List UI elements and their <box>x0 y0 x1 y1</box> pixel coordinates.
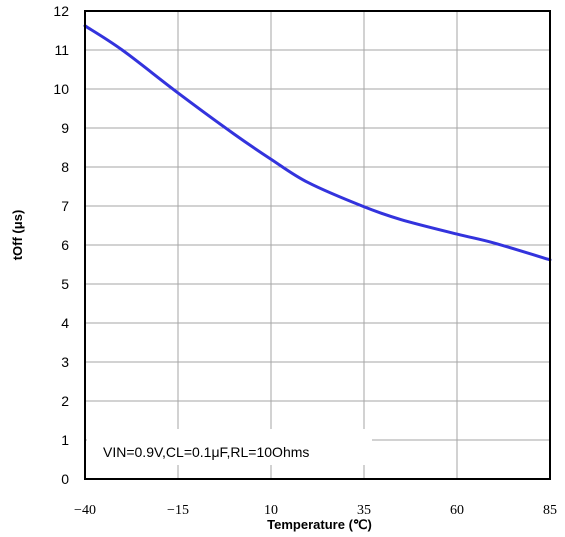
y-tick-label: 8 <box>61 159 69 175</box>
x-tick-label: −40 <box>74 503 96 518</box>
x-tick-label: 10 <box>264 503 278 518</box>
y-tick-label: 7 <box>61 198 69 214</box>
x-tick-label: 85 <box>543 503 557 518</box>
y-axis-title: tOff (μs) <box>10 210 25 261</box>
y-tick-label: 2 <box>61 393 69 409</box>
x-tick-label: 35 <box>357 503 371 518</box>
x-tick-label: 60 <box>450 503 464 518</box>
grid <box>84 10 551 480</box>
x-axis-title: Temperature (℃) <box>267 517 372 532</box>
x-tick-label: −15 <box>167 503 189 518</box>
series-line <box>83 24 552 262</box>
y-tick-label: 4 <box>61 315 69 331</box>
annotation-box <box>87 429 372 465</box>
y-tick-label: 11 <box>54 42 69 58</box>
y-tick-label: 9 <box>61 120 69 136</box>
series-lines <box>83 24 552 262</box>
annotation-text: VIN=0.9V,CL=0.1μF,RL=10Ohms <box>103 444 309 460</box>
y-tick-label: 3 <box>61 354 69 370</box>
y-tick-label: 1 <box>61 432 69 448</box>
y-tick-label: 12 <box>53 3 69 19</box>
y-tick-label: 10 <box>53 81 69 97</box>
y-tick-label: 5 <box>61 276 69 292</box>
plot-frame <box>84 10 551 480</box>
y-tick-label: 0 <box>61 471 69 487</box>
x-tick-labels: −40 −15 10 35 60 85 <box>74 503 557 518</box>
y-tick-label: 6 <box>61 237 69 253</box>
